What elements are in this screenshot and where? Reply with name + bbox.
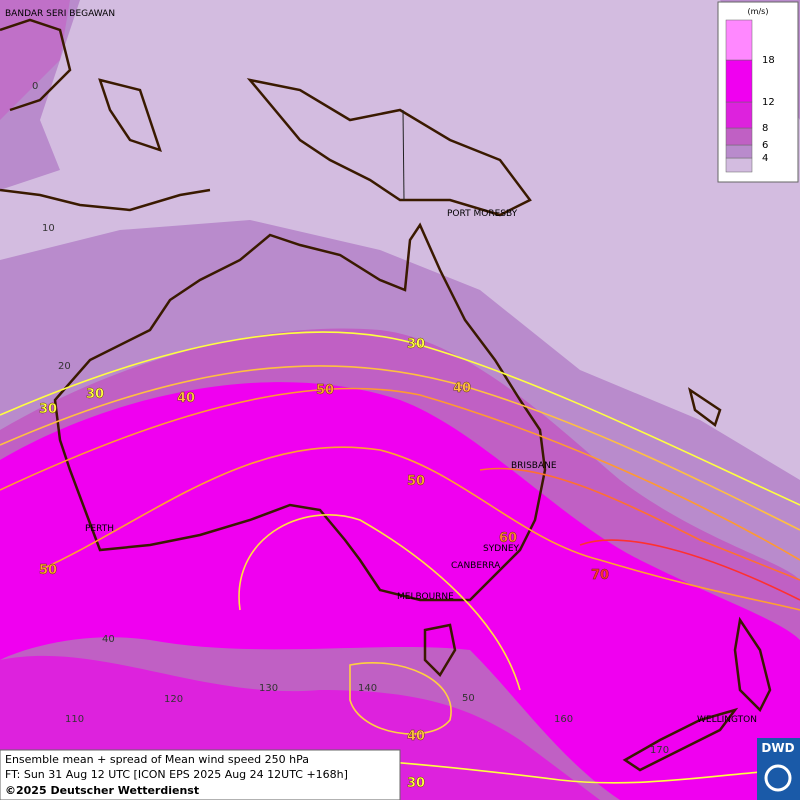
contour-label: 50 (407, 474, 425, 489)
grid-label: 170 (650, 745, 669, 756)
contour-label: 70 (591, 568, 609, 583)
grid-label: 130 (259, 683, 278, 694)
contour-label: 30 (407, 776, 425, 791)
contour-label: 30 (86, 387, 104, 402)
footer-line: Ensemble mean + spread of Mean wind spee… (5, 753, 309, 766)
grid-label: 160 (554, 714, 573, 725)
field-low (0, 0, 800, 480)
logo-text: DWD (761, 741, 794, 755)
grid-label: 40 (102, 634, 115, 645)
place-label: SYDNEY (483, 544, 520, 554)
legend-level: 18 (762, 55, 775, 66)
place-label: BANDAR SERI BEGAWAN (5, 9, 115, 19)
grid-label: 10 (42, 223, 55, 234)
place-label: PERTH (85, 524, 114, 534)
grid-label: 140 (358, 683, 377, 694)
legend-swatch (725, 101, 753, 129)
logo-swirl (764, 764, 792, 792)
legend-swatch (725, 19, 753, 61)
labels: BANDAR SERI BEGAWAN PORT MORESBY BRISBANE P… (5, 9, 757, 791)
legend-swatch (725, 144, 753, 159)
place-label: WELLINGTON (697, 715, 757, 725)
grid-label: 20 (58, 361, 71, 372)
contour-label: 30 (39, 402, 57, 417)
legend-level: 12 (762, 97, 775, 108)
legend-level: 4 (762, 153, 768, 164)
legend-level: 6 (762, 140, 768, 151)
place-label: PORT MORESBY (447, 209, 518, 219)
contour-label: 30 (407, 337, 425, 352)
legend-swatch (725, 127, 753, 146)
grid-label: 50 (462, 693, 475, 704)
place-label: CANBERRA (451, 561, 501, 571)
footer-line: FT: Sun 31 Aug 12 UTC [ICON EPS 2025 Aug… (5, 768, 348, 781)
coastlines (0, 18, 772, 772)
place-label: MELBOURNE (397, 592, 454, 602)
contour-label: 50 (39, 563, 57, 578)
contour-label: 50 (316, 383, 334, 398)
legend-level: 8 (762, 123, 768, 134)
footer-copyright: ©2025 Deutscher Wetterdienst (5, 784, 199, 797)
legend: 4 6 8 12 18 (725, 19, 775, 173)
grid-label: 0 (32, 81, 38, 92)
grid-label: 110 (65, 714, 84, 725)
contour-label: 40 (453, 381, 471, 396)
legend-swatch (725, 59, 753, 103)
grid-label: 120 (164, 694, 183, 705)
contour-label: 40 (177, 391, 195, 406)
field-mid (0, 0, 70, 120)
footer-box (0, 749, 401, 801)
place-label: BRISBANE (511, 461, 557, 471)
legend-unit: (m/s) (748, 7, 769, 16)
contour-label: 40 (407, 729, 425, 744)
legend-swatch (725, 157, 753, 173)
field-max (0, 382, 800, 800)
contour-label: 60 (499, 531, 517, 546)
border (402, 109, 405, 201)
